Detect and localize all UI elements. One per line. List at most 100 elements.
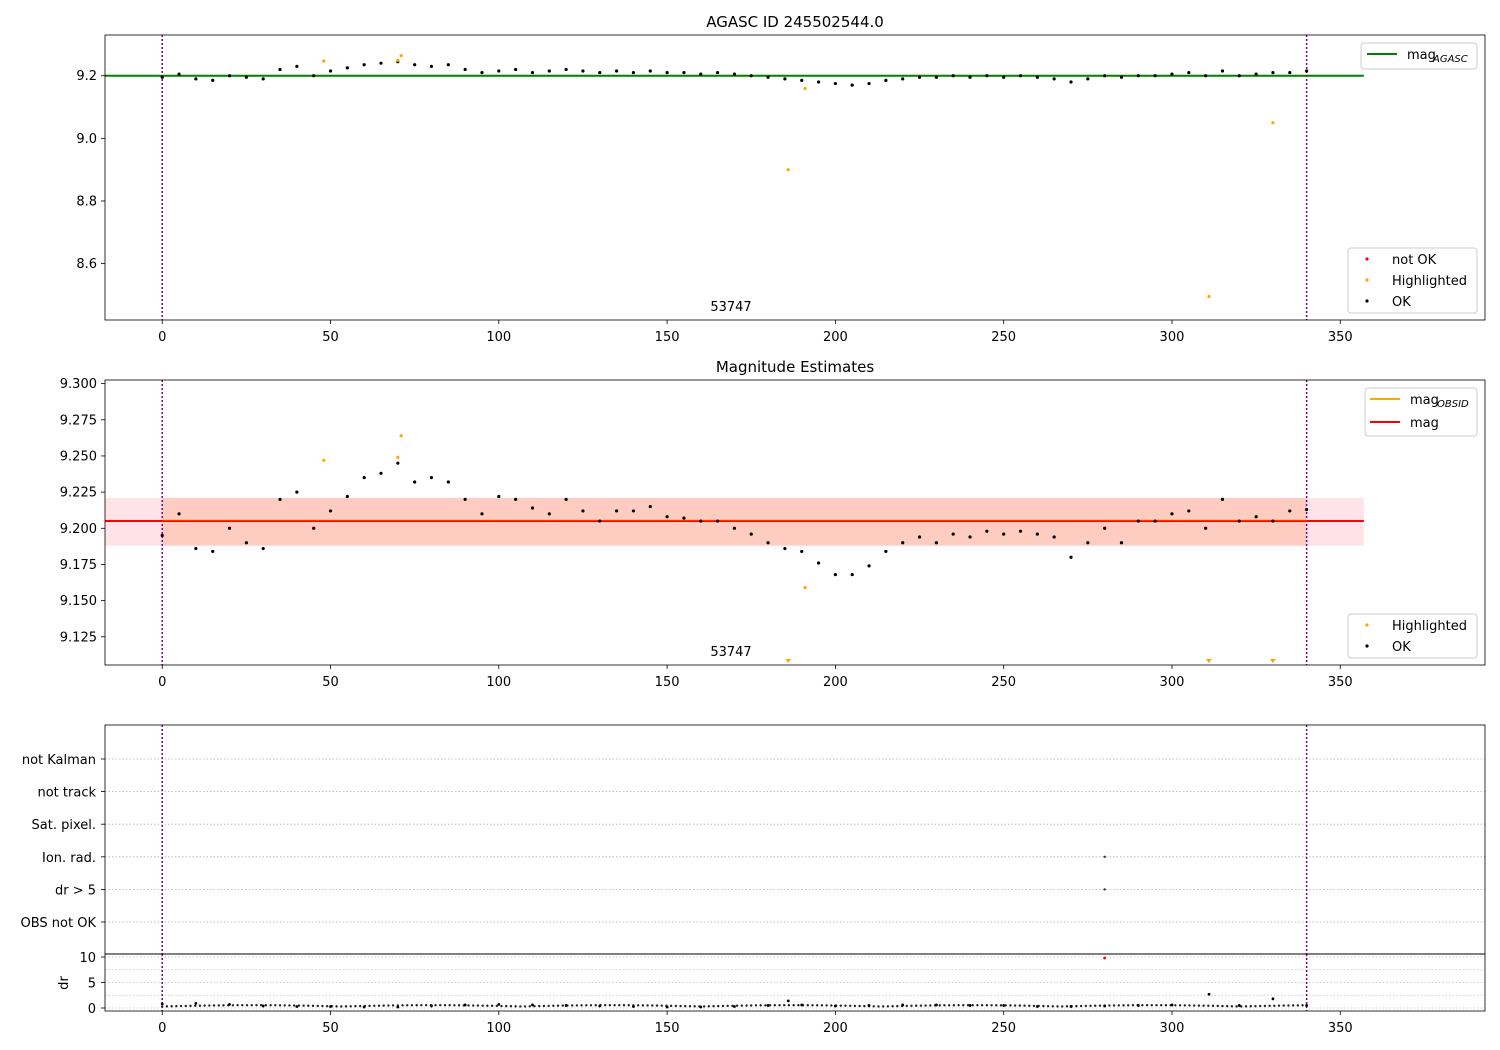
data-point — [905, 1004, 908, 1008]
data-point — [1103, 956, 1107, 960]
data-point — [968, 75, 972, 79]
data-point — [910, 1004, 913, 1008]
data-point — [786, 168, 790, 172]
data-point — [212, 1004, 216, 1007]
data-point — [1117, 1004, 1120, 1007]
data-point — [547, 512, 551, 516]
data-point — [373, 1004, 376, 1007]
data-point — [863, 1004, 866, 1008]
data-point — [228, 1003, 231, 1006]
data-point — [250, 1003, 253, 1007]
flag-category-label: Ion. rad. — [42, 851, 96, 866]
y-tick-label: 9.300 — [60, 377, 97, 392]
data-point — [399, 54, 403, 58]
data-point — [401, 1004, 404, 1007]
data-point — [358, 1004, 362, 1008]
data-point — [241, 1004, 244, 1007]
data-point — [648, 504, 652, 509]
data-point — [929, 1004, 932, 1007]
axes-frame — [104, 379, 1486, 666]
data-point — [480, 512, 484, 516]
legend-label: mag — [1410, 393, 1439, 408]
data-point — [177, 512, 181, 516]
data-point — [867, 1004, 871, 1007]
data-point — [919, 1004, 923, 1007]
panel-agasc: AGASC ID 245502544.0 8.6 8.8 9.0 9.2 0 50 100 15… — [76, 13, 1486, 345]
data-point — [816, 1004, 819, 1007]
data-point — [292, 1004, 296, 1007]
data-point — [901, 541, 905, 545]
data-point — [1035, 75, 1039, 79]
data-point — [1035, 1005, 1039, 1008]
data-point — [985, 529, 989, 533]
data-point — [766, 1004, 770, 1007]
data-point — [715, 519, 720, 523]
data-point — [322, 59, 326, 63]
y-tick-label: 9.225 — [60, 486, 97, 501]
data-point — [413, 63, 417, 67]
data-point — [699, 72, 703, 76]
data-point — [1170, 512, 1174, 516]
data-point — [797, 1004, 800, 1007]
data-point — [712, 1005, 715, 1008]
x-tick-label: 150 — [655, 330, 680, 345]
data-point — [872, 1005, 875, 1008]
data-point — [1273, 1004, 1276, 1007]
data-point — [429, 476, 434, 480]
data-point — [575, 1004, 579, 1007]
data-point — [362, 476, 366, 480]
data-point — [608, 1003, 612, 1007]
legend-label: OK — [1392, 640, 1411, 655]
data-point — [476, 1004, 480, 1007]
data-point — [1220, 497, 1225, 501]
data-point — [528, 1005, 531, 1008]
data-point — [1018, 1004, 1022, 1007]
data-point — [603, 1004, 607, 1007]
data-point — [732, 526, 737, 530]
data-point — [1069, 555, 1073, 559]
data-point — [1046, 1004, 1050, 1008]
data-point — [244, 75, 248, 79]
data-point — [732, 72, 737, 76]
data-point — [531, 1003, 534, 1007]
data-point — [211, 549, 215, 554]
data-point — [1207, 992, 1211, 996]
data-point — [917, 535, 922, 539]
panel-flags: not Kalman not track Sat. pixel. Ion. rad. d… — [21, 724, 1486, 955]
data-point — [1086, 541, 1090, 545]
flag-category-label: dr > 5 — [55, 883, 96, 898]
data-point — [443, 1004, 447, 1007]
data-point — [886, 1005, 890, 1008]
data-point — [1153, 74, 1157, 78]
flag-category-label: Sat. pixel. — [32, 818, 96, 833]
data-point — [396, 461, 400, 465]
data-point — [1065, 1005, 1069, 1008]
data-point — [1127, 1004, 1130, 1007]
legend-label: Highlighted — [1392, 619, 1467, 634]
data-point — [448, 1004, 451, 1007]
data-point — [457, 1004, 461, 1007]
data-point — [1271, 997, 1275, 1001]
data-point — [453, 1004, 456, 1007]
data-point — [1287, 1004, 1290, 1007]
data-point — [924, 1004, 927, 1007]
data-point — [1155, 1004, 1158, 1007]
data-point — [278, 497, 282, 501]
y-tick-label: 9.150 — [60, 594, 97, 609]
data-point — [1069, 1005, 1073, 1008]
data-point — [530, 506, 535, 510]
data-point — [636, 1004, 640, 1007]
data-point — [1035, 532, 1039, 536]
chart-title: Magnitude Estimates — [716, 358, 874, 376]
y-tick-label: 9.2 — [76, 69, 97, 84]
data-point — [1131, 1004, 1135, 1007]
data-point — [1235, 1005, 1238, 1008]
data-point — [1211, 1004, 1215, 1008]
data-point — [792, 1003, 795, 1007]
data-point — [463, 497, 467, 501]
data-point — [325, 1004, 329, 1008]
data-point — [660, 1004, 663, 1007]
data-point — [497, 1003, 501, 1006]
data-point — [884, 549, 888, 554]
data-point — [1150, 1003, 1153, 1007]
